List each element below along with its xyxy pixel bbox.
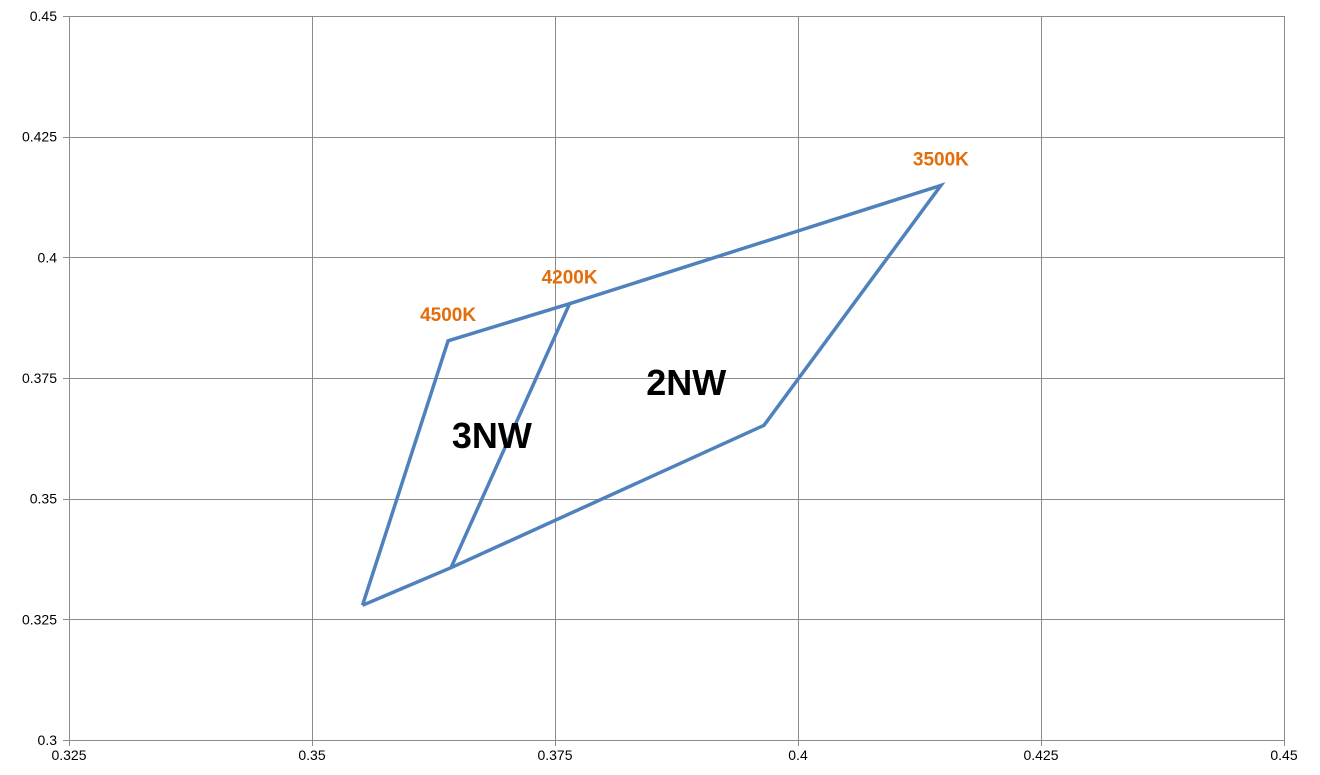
y-tick-label: 0.325 (22, 611, 57, 627)
point-label: 3500K (913, 149, 969, 170)
x-tick-label: 0.45 (1270, 747, 1297, 763)
x-tick-label: 0.425 (1023, 747, 1058, 763)
y-tick-label: 0.3 (38, 732, 58, 748)
y-tick-label: 0.425 (22, 129, 57, 145)
y-tick-label: 0.375 (22, 370, 57, 386)
x-tick-label: 0.35 (298, 747, 325, 763)
region-label: 3NW (452, 415, 532, 456)
plot-area: 0.325 0.35 0.375 0.4 0.425 0.450.30.3250.350.… (22, 8, 1298, 763)
point-label: 4500K (420, 305, 476, 326)
region-label: 2NW (646, 362, 726, 403)
x-tick-label: 0.4 (788, 747, 808, 763)
point-label: 4200K (542, 268, 598, 289)
y-tick-label: 0.4 (38, 249, 58, 265)
y-tick-label: 0.35 (30, 491, 57, 507)
y-tick-label: 0.45 (30, 8, 57, 24)
x-tick-label: 0.375 (537, 747, 572, 763)
series-line-2 (449, 302, 572, 569)
x-tick-label: 0.325 (51, 747, 86, 763)
